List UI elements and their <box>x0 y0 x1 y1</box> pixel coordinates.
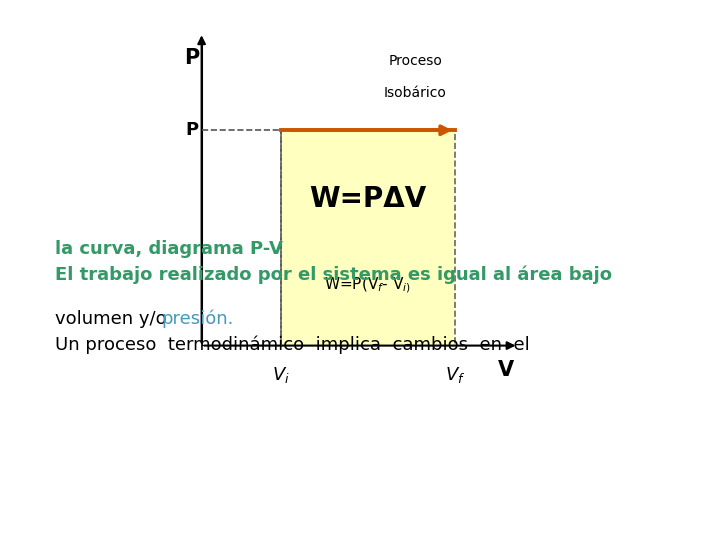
Text: W=P(V$_{f}$- V$_{i)}$: W=P(V$_{f}$- V$_{i)}$ <box>325 275 411 295</box>
Text: presión.: presión. <box>161 310 233 328</box>
Text: Un proceso  termodinámico  implica  cambios  en  el: Un proceso termodinámico implica cambios… <box>55 335 530 354</box>
Text: El trabajo realizado por el sistema es igual al área bajo: El trabajo realizado por el sistema es i… <box>55 265 612 284</box>
Text: Isobárico: Isobárico <box>384 86 447 100</box>
Text: $V_i$: $V_i$ <box>272 365 289 385</box>
Bar <box>281 130 455 346</box>
Text: W=PΔV: W=PΔV <box>310 185 426 213</box>
Text: volumen y/o: volumen y/o <box>55 310 172 328</box>
Text: P: P <box>186 122 199 139</box>
Text: Proceso: Proceso <box>389 55 442 69</box>
Text: V: V <box>498 360 513 380</box>
Text: $V_f$: $V_f$ <box>445 365 465 385</box>
Text: P: P <box>184 48 199 68</box>
Text: la curva, diagrama P-V: la curva, diagrama P-V <box>55 240 283 258</box>
